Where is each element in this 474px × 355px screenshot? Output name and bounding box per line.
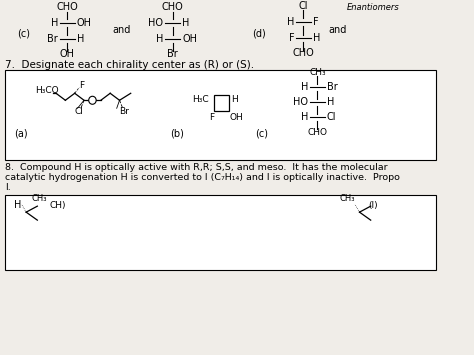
Text: F: F: [289, 33, 294, 43]
Text: F: F: [313, 17, 319, 27]
FancyBboxPatch shape: [5, 195, 436, 270]
Text: H₃CO: H₃CO: [36, 86, 59, 95]
Text: OH: OH: [229, 113, 243, 122]
Text: OH: OH: [182, 34, 197, 44]
Text: OH: OH: [77, 18, 91, 28]
Text: Cl: Cl: [327, 112, 337, 122]
Text: H: H: [156, 34, 164, 44]
Text: H: H: [327, 97, 334, 107]
Text: H: H: [182, 18, 190, 28]
Text: 7.  Designate each chirality center as (R) or (S).: 7. Designate each chirality center as (R…: [5, 60, 254, 70]
Text: H: H: [301, 112, 308, 122]
Text: Br: Br: [47, 34, 58, 44]
Text: (c): (c): [17, 28, 30, 38]
Text: OH: OH: [60, 49, 75, 59]
Text: catalytic hydrogenation H is converted to I (C₇H₁₄) and I is optically inactive.: catalytic hydrogenation H is converted t…: [5, 173, 400, 182]
Text: CH₃: CH₃: [309, 68, 326, 77]
Text: Cl: Cl: [75, 107, 84, 116]
Text: H: H: [287, 17, 294, 27]
Text: Cl: Cl: [299, 1, 308, 11]
Text: HO: HO: [148, 18, 164, 28]
FancyBboxPatch shape: [214, 95, 229, 111]
Circle shape: [89, 96, 96, 104]
Text: H: H: [14, 200, 21, 210]
Text: Br: Br: [119, 107, 129, 116]
Text: 8.  Compound H is optically active with R,R; S,S, and meso.  It has the molecula: 8. Compound H is optically active with R…: [5, 163, 387, 172]
Text: HO: HO: [293, 97, 308, 107]
Text: and: and: [329, 25, 347, 36]
Text: CHO: CHO: [56, 2, 78, 12]
Text: CHO: CHO: [162, 2, 183, 12]
Text: H: H: [77, 34, 84, 44]
Text: H: H: [313, 33, 320, 43]
Text: F: F: [210, 113, 215, 122]
Text: H₃C: H₃C: [192, 95, 209, 104]
Text: (b): (b): [170, 128, 184, 138]
Text: CH): CH): [50, 201, 66, 210]
Text: H: H: [301, 82, 308, 92]
Text: CHO: CHO: [308, 128, 328, 137]
Text: CH₃: CH₃: [339, 194, 355, 203]
Text: (I): (I): [369, 201, 378, 210]
Text: (a): (a): [14, 128, 27, 138]
Text: CH₃: CH₃: [31, 194, 47, 203]
Text: F: F: [80, 81, 85, 90]
Text: (c): (c): [255, 128, 268, 138]
Text: CHO: CHO: [292, 48, 314, 58]
Text: and: and: [112, 25, 130, 36]
Text: H: H: [51, 18, 58, 28]
FancyBboxPatch shape: [5, 70, 436, 160]
Text: H: H: [231, 95, 238, 104]
Text: I.: I.: [5, 183, 10, 192]
Text: Br: Br: [327, 82, 337, 92]
Text: (d): (d): [252, 28, 266, 38]
Text: Enantiomers: Enantiomers: [347, 3, 400, 12]
Text: Br: Br: [167, 49, 178, 59]
